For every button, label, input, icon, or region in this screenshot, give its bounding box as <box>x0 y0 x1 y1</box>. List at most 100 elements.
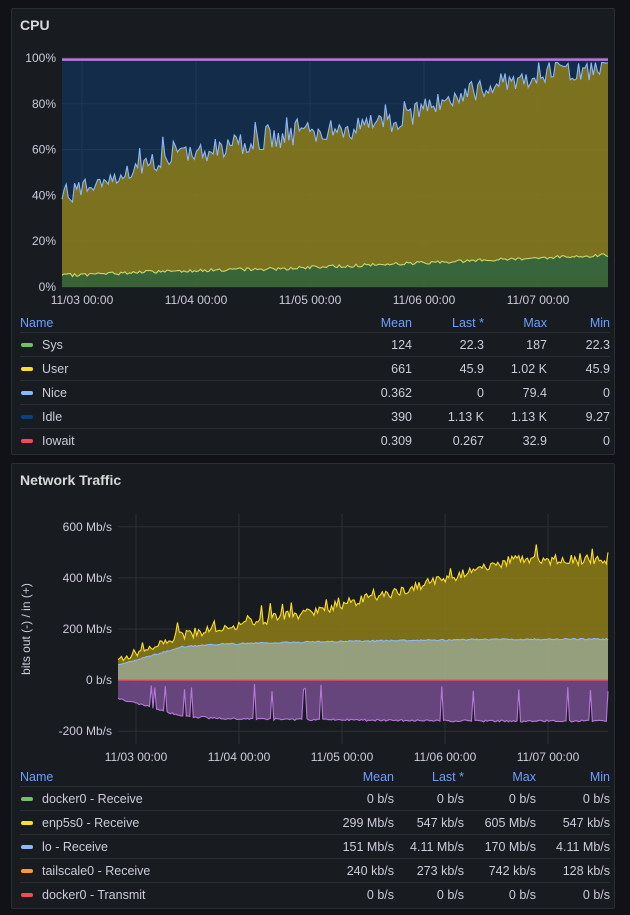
network-y-axis-label: bits out (-) / in (+) <box>19 583 33 675</box>
legend-label: Nice <box>42 385 68 400</box>
network-chart[interactable]: -200 Mb/s 0 b/s 200 Mb/s 400 Mb/s 600 Mb/s 11… <box>12 464 614 764</box>
network-lo-area <box>118 638 608 681</box>
legend-max: 32.9 <box>522 434 547 448</box>
legend-series-name: lo - Receive <box>20 840 299 854</box>
cpu-user-area <box>62 62 608 277</box>
legend-header-min[interactable]: Min <box>589 315 610 330</box>
legend-last: 1.13 K <box>447 409 484 424</box>
network-panel-title[interactable]: Network Traffic <box>20 472 122 488</box>
cpu-panel-title[interactable]: CPU <box>20 17 50 33</box>
legend-color-swatch <box>21 868 33 873</box>
legend-series-name: docker0 - Receive <box>20 792 299 806</box>
legend-color-swatch <box>21 796 33 801</box>
legend-last: 45.9 <box>459 361 484 376</box>
legend-max: 1.13 K <box>510 409 547 424</box>
legend-series-name: enp5s0 - Receive <box>20 816 299 830</box>
legend-mean: 124 <box>391 337 412 352</box>
cpu-x-tick-label: 11/07 00:00 <box>507 293 570 307</box>
legend-header-last[interactable]: Last * <box>452 315 484 330</box>
legend-label: enp5s0 - Receive <box>42 815 140 830</box>
legend-last: 0 b/s <box>436 791 464 806</box>
legend-max: 187 <box>526 337 547 352</box>
network-y-tick-label: -200 Mb/s <box>59 724 112 738</box>
legend-mean: 390 <box>391 409 412 424</box>
legend-color-swatch <box>21 820 33 825</box>
legend-label: tailscale0 - Receive <box>42 863 151 878</box>
legend-color-swatch <box>21 390 33 395</box>
legend-row[interactable]: enp5s0 - Receive 299 Mb/s 547 kb/s 605 Mb/s… <box>20 811 610 835</box>
legend-color-swatch <box>21 414 33 419</box>
legend-row[interactable]: User 661 45.9 1.02 K 45.9 <box>20 357 610 381</box>
network-y-tick-label: 600 Mb/s <box>63 520 112 534</box>
cpu-y-tick-label: 40% <box>32 188 56 202</box>
legend-header-mean[interactable]: Mean <box>380 315 412 330</box>
legend-header-min[interactable]: Min <box>589 769 610 784</box>
legend-max: 170 Mb/s <box>484 839 536 854</box>
legend-row[interactable]: Nice 0.362 0 79.4 0 <box>20 381 610 405</box>
cpu-x-tick-label: 11/05 00:00 <box>279 293 342 307</box>
legend-mean: 240 kb/s <box>346 863 394 878</box>
legend-max: 605 Mb/s <box>484 815 536 830</box>
network-lo-transmit-area <box>118 680 608 722</box>
legend-last: 0 b/s <box>436 888 464 902</box>
legend-series-name: Nice <box>20 386 327 400</box>
legend-mean: 0 b/s <box>366 888 394 902</box>
network-x-tick-label: 11/04 00:00 <box>208 750 271 764</box>
network-y-tick-label: 200 Mb/s <box>63 622 112 636</box>
cpu-user-line <box>61 61 609 204</box>
legend-mean: 661 <box>391 361 412 376</box>
legend-last: 22.3 <box>459 337 484 352</box>
legend-header-max[interactable]: Max <box>523 315 547 330</box>
legend-max: 79.4 <box>522 385 547 400</box>
legend-header-max[interactable]: Max <box>512 769 536 784</box>
legend-min: 128 kb/s <box>562 863 610 878</box>
network-x-tick-label: 11/03 00:00 <box>105 750 168 764</box>
cpu-y-tick-label: 80% <box>32 97 56 111</box>
legend-color-swatch <box>21 893 33 897</box>
network-x-tick-label: 11/05 00:00 <box>311 750 374 764</box>
cpu-y-tick-label: 20% <box>32 234 56 248</box>
legend-row[interactable]: lo - Receive 151 Mb/s 4.11 Mb/s 170 Mb/s 4.1… <box>20 835 610 859</box>
legend-mean: 151 Mb/s <box>342 839 394 854</box>
legend-row[interactable]: Iowait 0.309 0.267 32.9 0 <box>20 429 610 453</box>
legend-min: 547 kb/s <box>562 815 610 830</box>
cpu-sys-line <box>61 253 609 278</box>
legend-label: lo - Receive <box>42 839 108 854</box>
legend-color-swatch <box>21 342 33 347</box>
legend-row[interactable]: Sys 124 22.3 187 22.3 <box>20 333 610 357</box>
legend-row[interactable]: Idle 390 1.13 K 1.13 K 9.27 <box>20 405 610 429</box>
network-lo-transmit-line <box>117 683 609 723</box>
legend-min: 4.11 Mb/s <box>556 839 610 854</box>
cpu-legend-header: Name Mean Last * Max Min <box>20 313 610 333</box>
legend-header-mean[interactable]: Mean <box>362 769 394 784</box>
network-x-tick-label: 11/06 00:00 <box>414 750 477 764</box>
legend-label: docker0 - Transmit <box>42 888 146 902</box>
legend-series-name: Sys <box>20 338 327 352</box>
legend-row[interactable]: docker0 - Receive 0 b/s 0 b/s 0 b/s 0 b/s <box>20 787 610 811</box>
cpu-chart[interactable]: 0% 20% 40% 60% 80% 100% 11/03 00:00 11/04 00:00… <box>12 9 614 309</box>
legend-label: Idle <box>42 409 63 424</box>
network-y-tick-label: 0 b/s <box>86 673 112 687</box>
legend-label: Sys <box>42 337 63 352</box>
network-x-tick-label: 11/07 00:00 <box>517 750 580 764</box>
legend-label: User <box>42 361 69 376</box>
network-lo-line <box>117 637 609 666</box>
cpu-y-tick-label: 100% <box>25 51 56 65</box>
legend-color-swatch <box>21 439 33 443</box>
network-panel: Network Traffic -200 Mb/s 0 b/s 200 Mb/s 40… <box>11 463 615 909</box>
legend-last: 0 <box>477 385 484 400</box>
legend-series-name: Idle <box>20 410 327 424</box>
legend-series-name: docker0 - Transmit <box>20 888 299 902</box>
legend-header-name[interactable]: Name <box>20 769 54 784</box>
legend-series-name: tailscale0 - Receive <box>20 864 299 878</box>
legend-row[interactable]: docker0 - Transmit 0 b/s 0 b/s 0 b/s 0 b/s <box>20 883 610 907</box>
legend-max: 0 b/s <box>508 791 536 806</box>
legend-last: 273 kb/s <box>416 863 464 878</box>
network-enp5s0-line <box>117 544 609 662</box>
legend-row[interactable]: tailscale0 - Receive 240 kb/s 273 kb/s 742 … <box>20 859 610 883</box>
legend-mean: 0.362 <box>380 385 412 400</box>
legend-header-last[interactable]: Last * <box>432 769 464 784</box>
legend-header-name[interactable]: Name <box>20 315 54 330</box>
legend-series-name: Iowait <box>20 434 327 448</box>
legend-max: 0 b/s <box>508 888 536 902</box>
